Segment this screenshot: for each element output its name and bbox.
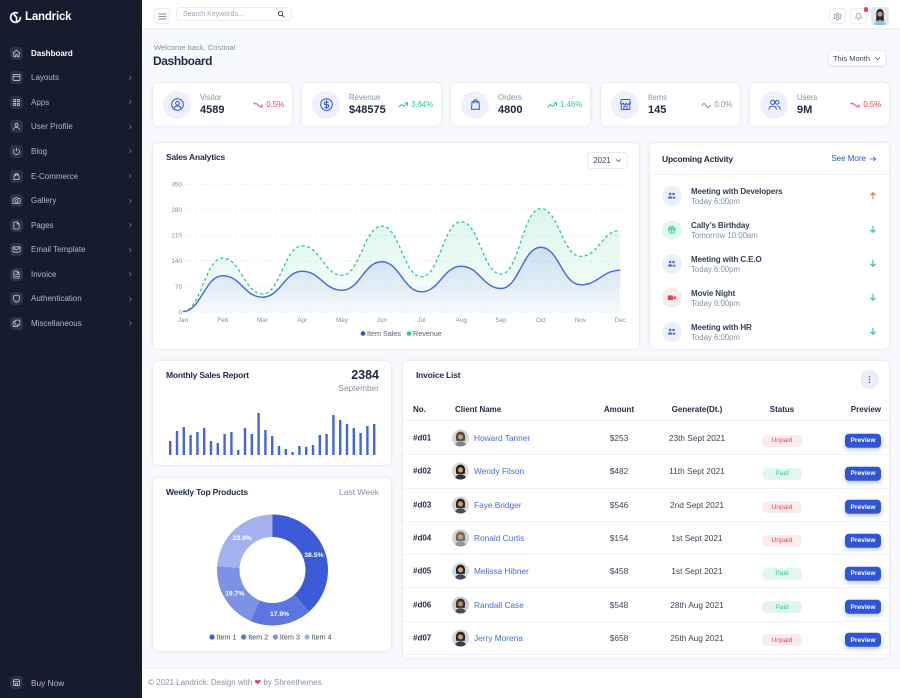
svg-text:Item Sales: Item Sales (367, 329, 401, 338)
svg-text:140: 140 (171, 258, 182, 265)
svg-text:Dec: Dec (615, 317, 627, 324)
svg-text:Oct: Oct (536, 317, 546, 324)
svg-text:Jan: Jan (178, 317, 189, 324)
svg-text:Mar: Mar (257, 317, 269, 324)
svg-text:Item 3: Item 3 (280, 633, 300, 642)
svg-text:Nov: Nov (575, 317, 587, 324)
svg-text:Sep: Sep (495, 317, 507, 324)
svg-text:Jul: Jul (417, 317, 425, 324)
svg-text:Feb: Feb (217, 317, 228, 324)
svg-text:Apr: Apr (297, 317, 308, 324)
svg-text:Revenue: Revenue (413, 329, 442, 338)
svg-text:May: May (336, 317, 349, 324)
svg-text:17.9%: 17.9% (270, 611, 289, 618)
svg-text:38.5%: 38.5% (304, 552, 323, 559)
svg-text:350: 350 (171, 182, 182, 189)
svg-text:70: 70 (175, 284, 183, 291)
svg-text:Item 2: Item 2 (248, 633, 268, 642)
svg-text:280: 280 (171, 207, 182, 214)
svg-text:Jun: Jun (377, 317, 388, 324)
svg-text:210: 210 (171, 233, 182, 240)
svg-text:23.9%: 23.9% (233, 535, 252, 542)
svg-text:Item 4: Item 4 (312, 633, 332, 642)
svg-text:Item 1: Item 1 (217, 633, 237, 642)
svg-text:Aug: Aug (456, 317, 468, 324)
svg-text:19.7%: 19.7% (225, 591, 244, 598)
svg-text:0: 0 (178, 309, 182, 316)
